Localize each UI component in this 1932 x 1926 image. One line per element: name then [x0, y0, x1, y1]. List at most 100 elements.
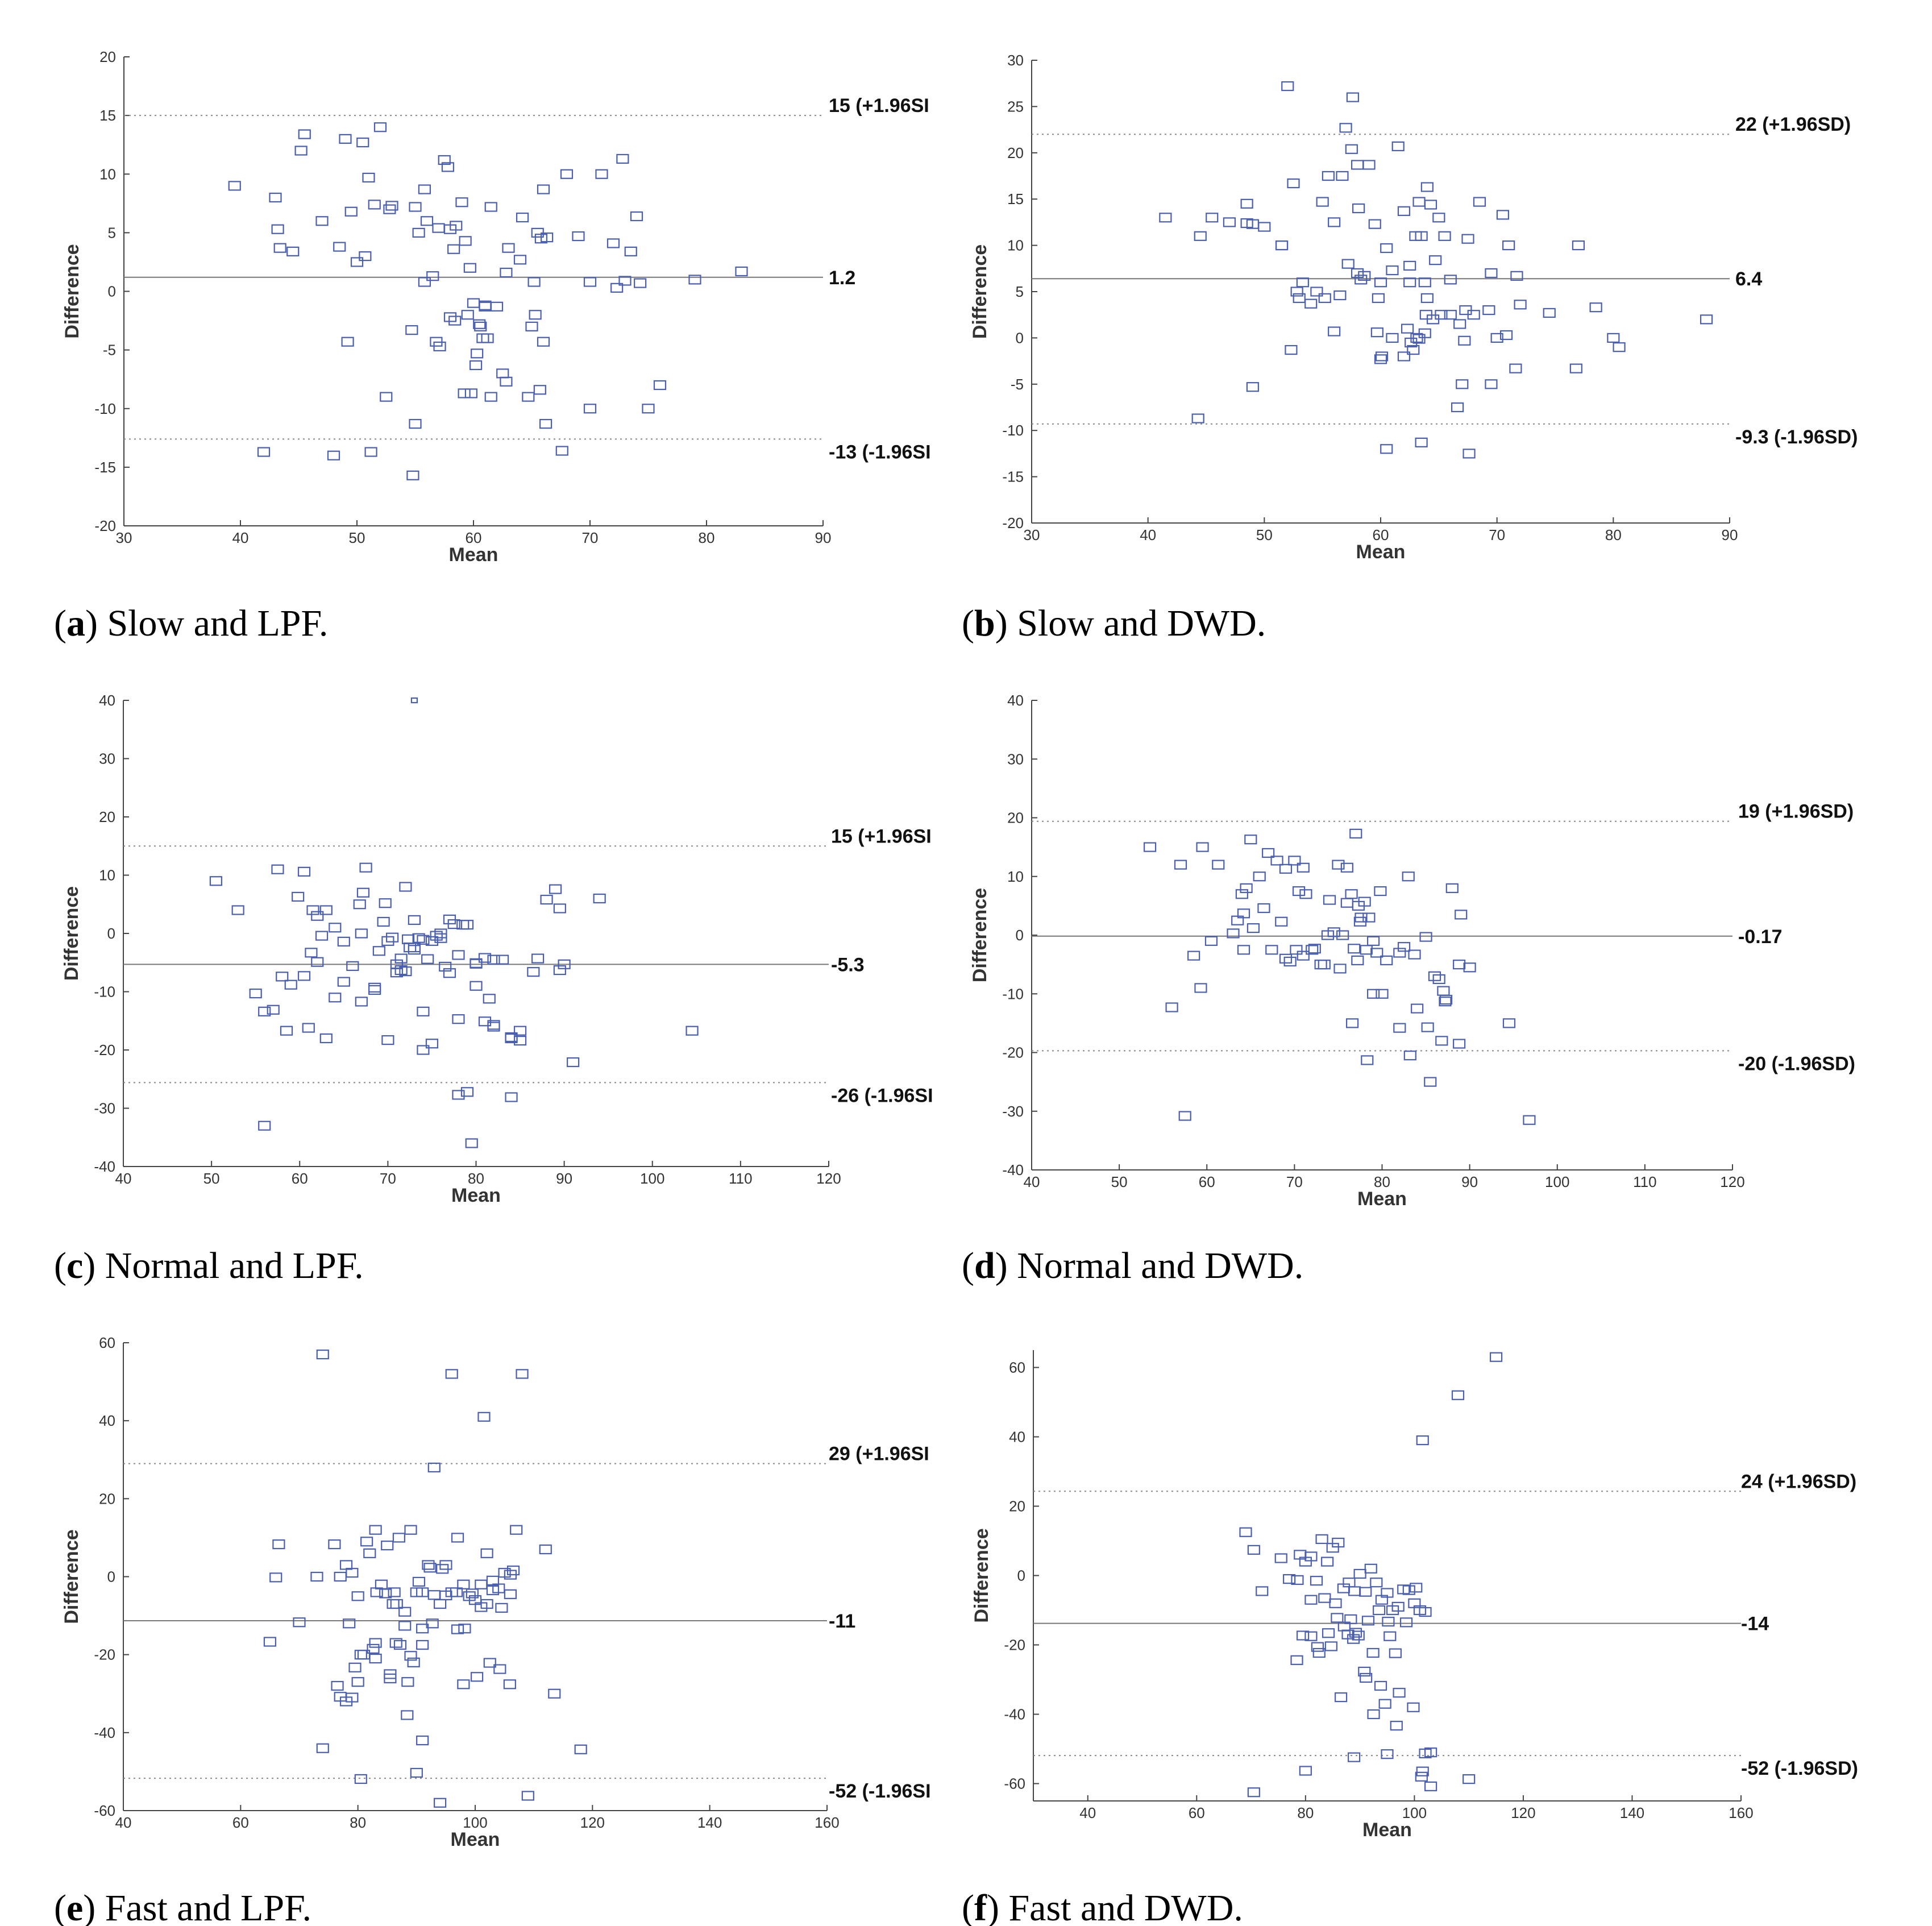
data-point: [484, 392, 497, 402]
data-point: [1143, 842, 1157, 852]
data-point: [1275, 240, 1289, 251]
data-point: [1393, 1023, 1406, 1033]
data-point: [1421, 1022, 1434, 1032]
data-point: [735, 266, 748, 277]
data-point: [425, 1039, 439, 1049]
y-tick-label: -40: [1002, 1161, 1024, 1178]
caption-letter: b: [974, 603, 995, 644]
data-point: [1322, 1628, 1335, 1638]
data-point: [417, 935, 430, 945]
data-point: [434, 933, 447, 943]
data-point: [1386, 333, 1399, 343]
x-tick-label: 100: [1545, 1173, 1569, 1190]
data-point: [1310, 287, 1323, 297]
data-point: [457, 1579, 470, 1589]
data-point: [548, 1688, 561, 1699]
data-point: [1370, 327, 1383, 338]
data-point: [1312, 1647, 1326, 1658]
data-point: [1381, 1749, 1394, 1759]
data-point: [525, 321, 538, 331]
data-point: [463, 263, 476, 273]
data-point: [1283, 956, 1297, 967]
data-point: [408, 945, 421, 955]
data-point: [1246, 382, 1259, 392]
data-point: [1514, 300, 1527, 310]
data-point: [506, 1565, 520, 1576]
data-point: [432, 223, 445, 233]
data-point: [1348, 944, 1361, 954]
data-point: [316, 1349, 329, 1360]
data-point: [404, 1651, 417, 1661]
panel-caption: (c) Normal and LPF.: [54, 1245, 364, 1286]
data-point: [425, 936, 439, 946]
data-point: [269, 192, 282, 203]
data-point: [495, 1603, 508, 1613]
data-point: [355, 928, 368, 939]
data-point: [390, 1599, 403, 1609]
data-point: [1499, 330, 1513, 341]
data-point: [297, 866, 311, 877]
data-point: [1262, 848, 1275, 858]
data-point: [380, 392, 393, 402]
data-point: [1290, 287, 1303, 297]
data-point: [1438, 231, 1451, 241]
data-point: [1451, 1390, 1465, 1400]
data-point: [583, 404, 597, 414]
data-point: [1322, 171, 1335, 181]
data-point: [1359, 1587, 1372, 1597]
data-point: [1419, 1607, 1432, 1617]
x-tick-label: 140: [1620, 1804, 1644, 1821]
data-point: [412, 933, 425, 943]
data-point: [1415, 231, 1428, 241]
data-point: [1393, 948, 1406, 958]
data-point: [493, 1664, 506, 1674]
data-point: [1358, 896, 1371, 907]
mean-label: -5.3: [831, 954, 865, 976]
x-axis-label: Mean: [451, 1185, 501, 1206]
x-tick-label: 70: [1489, 526, 1505, 543]
x-tick-label: 100: [463, 1814, 487, 1831]
data-point: [1370, 1578, 1383, 1588]
data-point: [1206, 213, 1219, 223]
data-point: [533, 385, 546, 395]
data-point: [606, 238, 620, 248]
data-point: [1381, 1588, 1394, 1598]
data-point: [280, 1026, 293, 1036]
data-point: [653, 380, 667, 391]
data-point: [1235, 889, 1248, 899]
data-point: [1410, 1583, 1423, 1593]
data-point: [1502, 240, 1515, 251]
lower-limit-label: -20 (-1.96SD): [1738, 1053, 1855, 1074]
data-point: [455, 197, 468, 207]
data-point: [271, 864, 284, 874]
data-point: [271, 224, 284, 234]
x-tick-label: 50: [1111, 1173, 1128, 1190]
caption-close: ): [987, 1887, 1008, 1926]
upper-limit-label: 15 (+1.96SI: [829, 95, 929, 117]
data-point: [1336, 930, 1349, 940]
data-point: [1274, 1553, 1287, 1563]
data-point: [1370, 948, 1383, 958]
data-point: [459, 236, 472, 246]
y-tick-label: 30: [1007, 52, 1024, 69]
data-point: [467, 298, 480, 308]
data-point: [1401, 323, 1414, 334]
mean-label: 1.2: [829, 267, 855, 289]
data-point: [1296, 1630, 1310, 1641]
data-point: [1194, 983, 1207, 993]
data-point: [1336, 171, 1349, 181]
data-point: [1291, 1575, 1304, 1585]
x-tick-label: 120: [1511, 1804, 1535, 1821]
data-point: [363, 1548, 376, 1558]
caption-letter: a: [67, 603, 85, 644]
data-point: [1383, 1631, 1397, 1641]
data-point: [354, 1774, 367, 1784]
panel-caption: (e) Fast and LPF.: [54, 1887, 311, 1926]
data-point: [1349, 1628, 1362, 1638]
data-point: [337, 936, 350, 947]
panel-caption: (a) Slow and LPF.: [54, 603, 328, 644]
data-point: [1247, 1545, 1260, 1555]
data-point: [1346, 92, 1359, 102]
data-point: [1290, 1655, 1303, 1665]
data-point: [1334, 1692, 1348, 1703]
